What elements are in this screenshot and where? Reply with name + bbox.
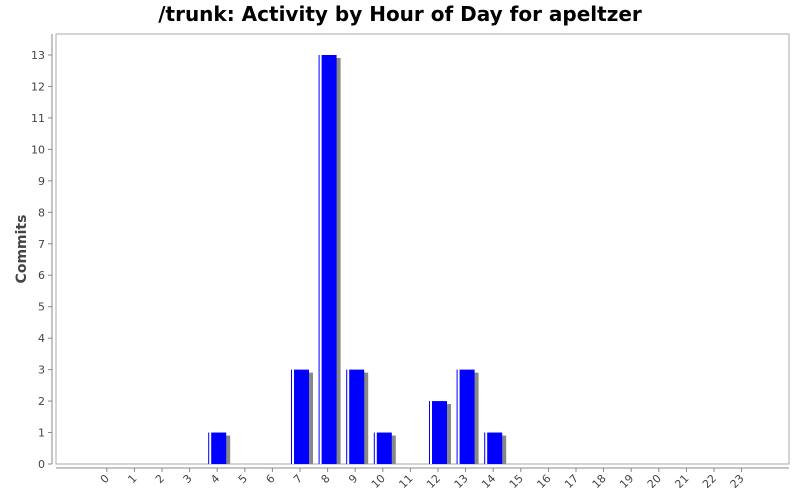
bar-highlight (457, 369, 460, 464)
x-tick-label: 5 (236, 472, 250, 486)
bar-highlight (430, 401, 432, 464)
bar-highlight (292, 369, 294, 464)
x-tick-label: 10 (369, 472, 388, 491)
x-tick-label: 17 (562, 472, 581, 491)
x-tick-label: 2 (153, 472, 167, 486)
bar-highlight (319, 55, 322, 464)
bar-10 (373, 432, 392, 464)
y-tick-label: 10 (31, 143, 45, 156)
y-tick-label: 13 (31, 49, 45, 62)
y-tick-label: 8 (38, 206, 45, 219)
bar-13 (456, 369, 475, 464)
y-tick-label: 1 (38, 427, 45, 440)
x-tick-label: 12 (424, 472, 443, 491)
x-tick-label: 3 (181, 472, 195, 486)
x-tick-label: 9 (346, 472, 360, 486)
bar-12 (429, 401, 447, 464)
y-tick-label: 2 (38, 395, 45, 408)
y-tick-label: 7 (38, 238, 45, 251)
bar-7 (291, 369, 309, 464)
bar-highlight (209, 432, 212, 464)
x-tick-label: 15 (507, 472, 526, 491)
y-tick-label: 0 (38, 458, 45, 471)
y-tick-label: 6 (38, 269, 45, 282)
x-tick-label: 6 (263, 472, 277, 486)
x-tick-label: 16 (534, 472, 553, 491)
y-tick-label: 4 (38, 332, 45, 345)
bar-14 (484, 432, 503, 464)
x-tick-label: 21 (672, 472, 691, 491)
x-tick-label: 19 (617, 472, 636, 491)
x-tick-label: 8 (319, 472, 333, 486)
y-tick-label: 11 (31, 112, 45, 125)
bar-8 (318, 55, 337, 464)
x-axis: 0 1 2 3 4 5 6 7 8 9 10 11 12 13 14 15 16 17 18 19 20 21 22 23 (56, 467, 789, 491)
x-tick-label: 14 (479, 472, 498, 491)
x-tick-label: 0 (98, 472, 112, 486)
x-tick-label: 20 (645, 472, 664, 491)
x-tick-label: 1 (125, 472, 139, 486)
x-tick-label: 18 (590, 472, 609, 491)
bar-9 (346, 369, 365, 464)
plot-area-border (55, 33, 790, 465)
bar-highlight (485, 432, 488, 464)
y-tick-label: 5 (38, 301, 45, 314)
y-tick-label: 12 (31, 80, 45, 93)
x-tick-label: 4 (208, 472, 222, 486)
x-tick-label: 7 (291, 472, 305, 486)
y-tick-label: 9 (38, 175, 45, 188)
bar-highlight (347, 369, 350, 464)
x-tick-label: 13 (452, 472, 471, 491)
chart-title: /trunk: Activity by Hour of Day for apel… (158, 2, 642, 26)
bar-group (208, 55, 507, 464)
y-tick-label: 3 (38, 364, 45, 377)
x-tick-label: 23 (728, 472, 747, 491)
y-axis-label: Commits (14, 215, 30, 284)
x-tick-label: 11 (396, 472, 415, 491)
x-tick-label: 22 (700, 472, 719, 491)
bar-highlight (374, 432, 377, 464)
bar-4 (208, 432, 227, 464)
